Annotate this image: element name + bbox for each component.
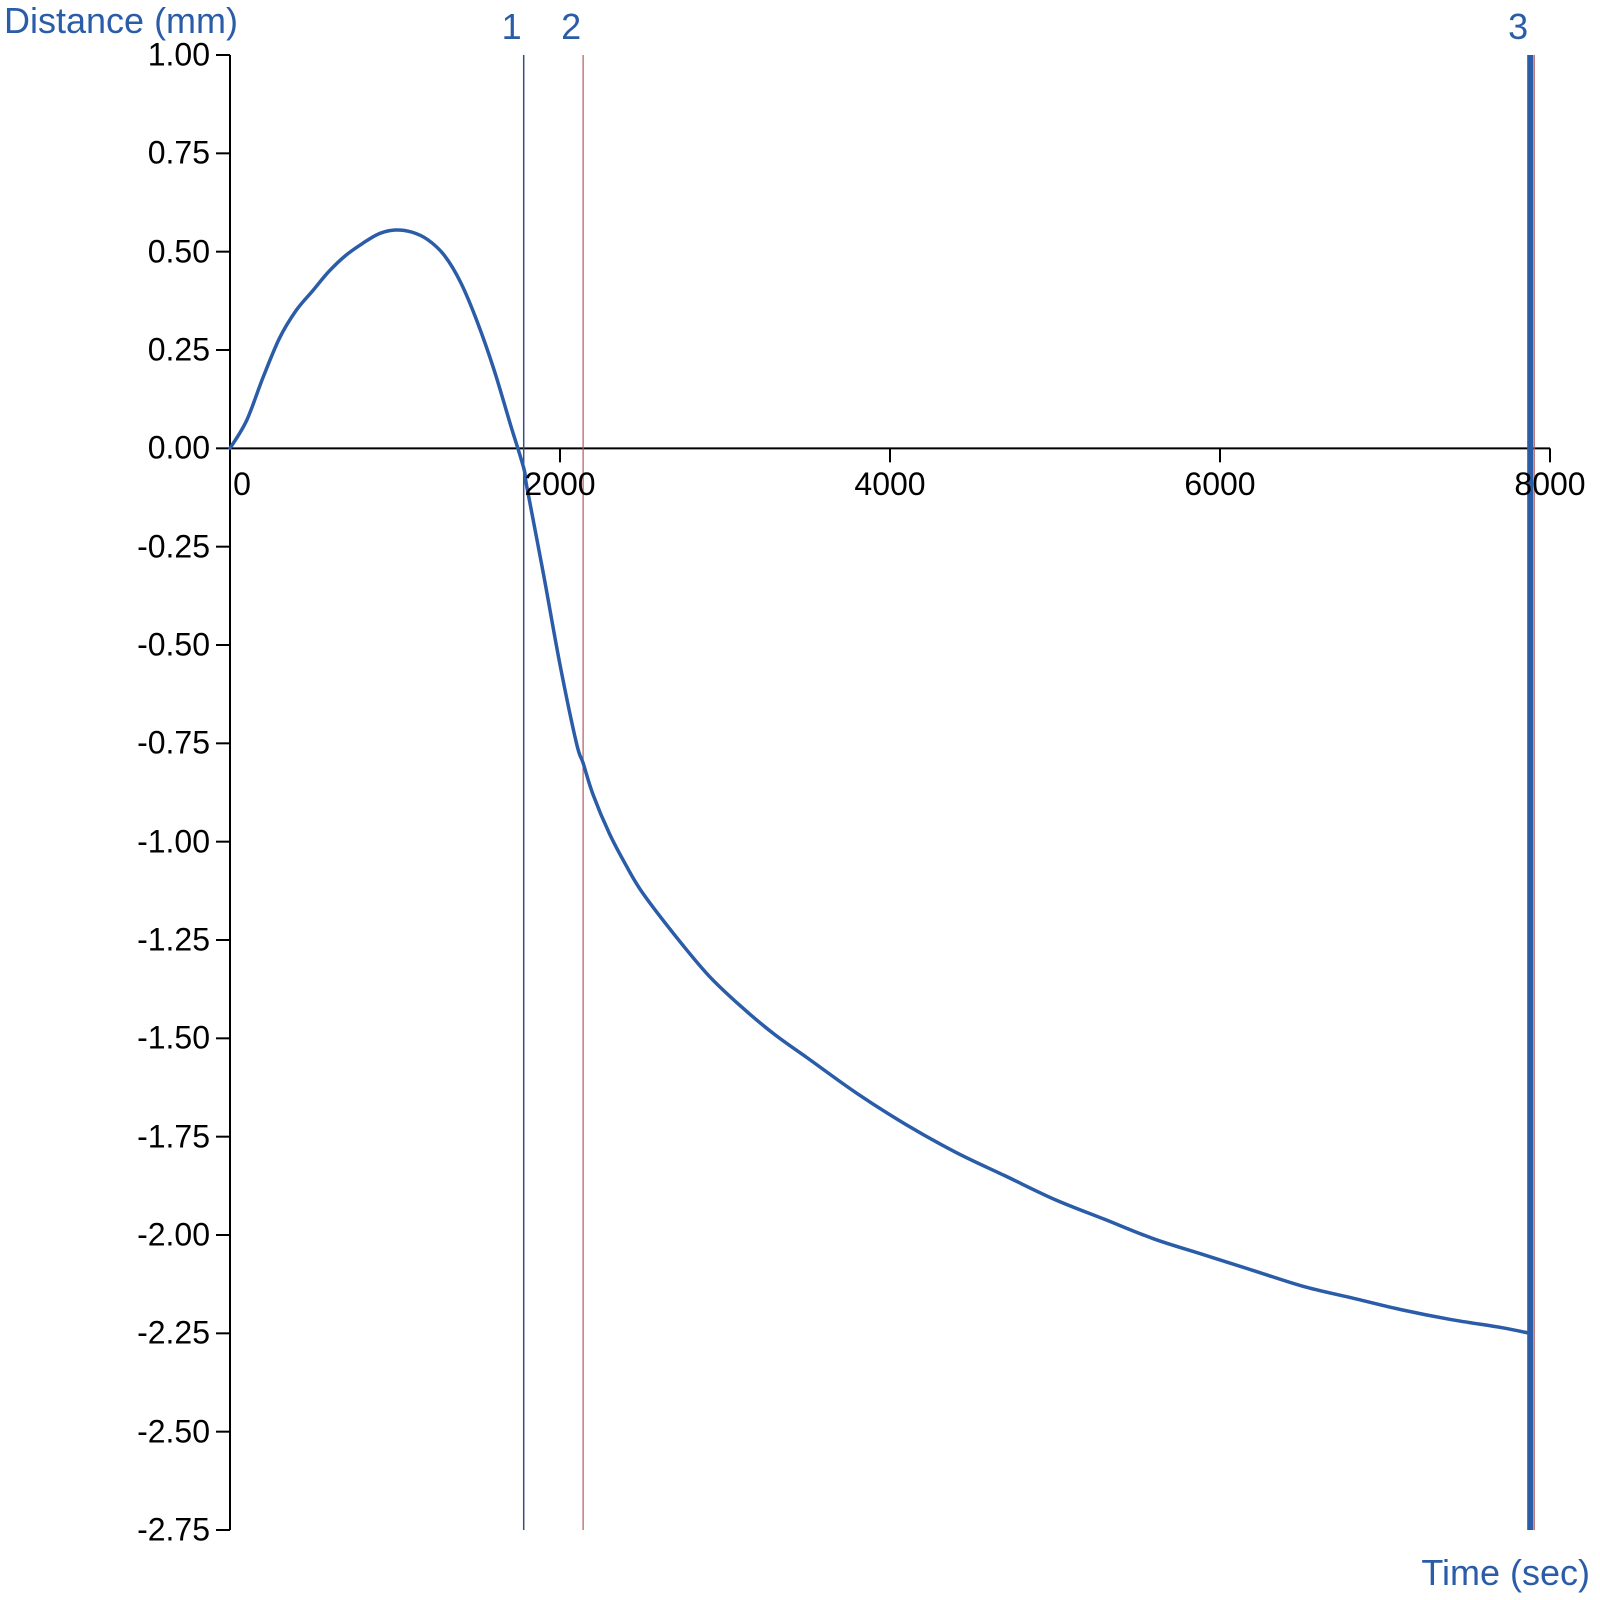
x-tick-label: 6000	[1184, 466, 1255, 503]
y-tick-label: -0.75	[137, 725, 210, 762]
y-tick-label: 0.25	[148, 332, 210, 369]
y-tick-label: -2.50	[137, 1413, 210, 1450]
y-tick-label: -1.25	[137, 922, 210, 959]
x-tick-label: 8000	[1514, 466, 1585, 503]
y-tick-label: 1.00	[148, 37, 210, 74]
marker-label: 1	[502, 6, 522, 48]
y-tick-label: 0.50	[148, 233, 210, 270]
y-tick-label: -2.25	[137, 1315, 210, 1352]
data-series-line	[230, 230, 1530, 1333]
marker-label: 3	[1508, 6, 1528, 48]
y-tick-label: -0.50	[137, 627, 210, 664]
x-tick-label: 2000	[524, 466, 595, 503]
marker-label: 2	[561, 6, 581, 48]
y-tick-label: -1.75	[137, 1118, 210, 1155]
y-tick-label: -2.75	[137, 1512, 210, 1549]
x-tick-label: 0	[233, 466, 251, 503]
x-tick-label: 4000	[854, 466, 925, 503]
x-axis-label: Time (sec)	[1421, 1552, 1590, 1594]
y-tick-label: -1.00	[137, 823, 210, 860]
y-tick-label: 0.00	[148, 430, 210, 467]
y-tick-label: -2.00	[137, 1217, 210, 1254]
y-tick-label: -0.25	[137, 528, 210, 565]
chart-svg	[0, 0, 1600, 1600]
y-tick-label: 0.75	[148, 135, 210, 172]
chart-container: Distance (mm) 123 1.000.750.500.250.00-0…	[0, 0, 1600, 1600]
y-tick-label: -1.50	[137, 1020, 210, 1057]
